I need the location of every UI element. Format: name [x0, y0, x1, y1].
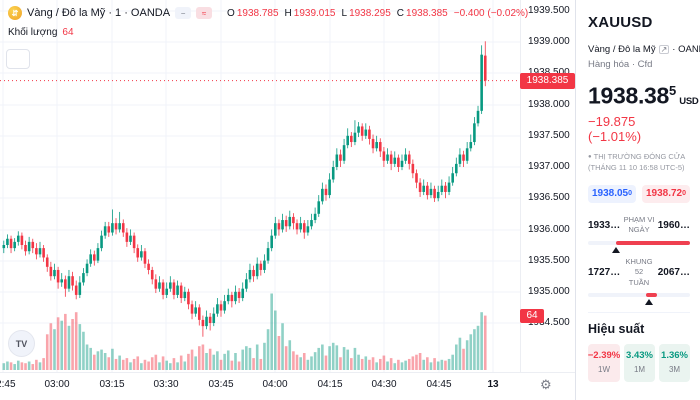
axis-settings-gear-icon[interactable]: ⚙	[540, 377, 552, 392]
open-value: 1938.785	[236, 7, 279, 19]
ask-superscript: 0	[682, 190, 687, 198]
market-status-time: (THÁNG 11 10 16:58 UTC-5)	[588, 163, 685, 173]
status-dot-icon: ●	[588, 153, 592, 160]
legend-collapse-button[interactable]	[6, 49, 30, 69]
price-axis-label: 1934.500	[528, 317, 570, 328]
low-label: L	[341, 7, 348, 19]
time-axis-label: 02:45	[0, 379, 16, 390]
last-volume-badge: 64	[520, 308, 544, 323]
range-low-value: 1727…	[588, 267, 621, 279]
price-currency: USD	[679, 96, 699, 108]
performance-tiles: −2.39% 1W 3.43% 1M 1.36% 3M	[587, 344, 690, 383]
market-status-text: THỊ TRƯỜNG ĐÓNG CỬA	[593, 151, 686, 161]
candlestick-chart[interactable]	[0, 0, 520, 372]
panel-symbol-name[interactable]: Vàng / Đô la Mỹ	[588, 44, 656, 55]
open-label: O	[227, 7, 235, 19]
time-axis-label: 03:15	[99, 379, 125, 390]
volume-study-label[interactable]: Khối lượng	[8, 27, 58, 38]
range-high-value: 2067…	[657, 267, 690, 279]
range-widget: 1933… PHẠM VI NGÀY 1960…	[588, 214, 690, 253]
price-integer: 1938.38	[588, 82, 670, 109]
time-axis-label: 04:15	[317, 379, 343, 390]
bid-button[interactable]: 1938.05 0	[588, 184, 636, 203]
low-value: 1938.295	[349, 7, 391, 19]
bid-superscript: 0	[628, 190, 633, 198]
panel-exchange: · OANDA	[672, 44, 700, 55]
bid-price: 1938.05	[591, 188, 629, 200]
range-track	[588, 293, 690, 306]
panel-price-change: −19.875 (−1.01%)	[588, 113, 642, 144]
performance-value: −2.39%	[587, 350, 621, 362]
range-high-value: 1960…	[657, 219, 690, 231]
range-marker-icon	[645, 299, 654, 306]
high-label: H	[284, 7, 292, 19]
time-axis-label: 13	[487, 379, 499, 390]
hide-indicator-icon[interactable]: −	[175, 7, 192, 19]
time-axis-label: 03:00	[44, 379, 70, 390]
performance-title: Hiệu suất	[588, 322, 645, 337]
high-value: 1939.015	[293, 7, 336, 19]
volume-study-value: 64	[62, 27, 74, 38]
chart-legend: ⇵ Vàng / Đô la Mỹ · 1 · OANDA − ≈ O 1938.…	[8, 6, 528, 38]
range-label: PHẠM VI NGÀY	[623, 214, 655, 235]
time-axis-label: 04:00	[262, 379, 288, 390]
price-axis-label: 1938.000	[528, 99, 570, 110]
performance-period: 1W	[598, 365, 610, 375]
time-axis[interactable]: 02:45 03:00 03:15 03:30 03:45 04:00 04:15 04:30…	[0, 372, 575, 400]
price-axis-label: 1935.500	[528, 255, 570, 266]
price-axis-label: 1938.500	[528, 67, 570, 78]
performance-tile: −2.39% 1W	[587, 344, 621, 383]
external-link-icon[interactable]: ↗	[658, 45, 670, 54]
market-status: ● THỊ TRƯỜNG ĐÓNG CỬA (THÁNG 11 10 16:58 …	[588, 151, 690, 174]
range-marker-icon	[611, 246, 620, 253]
ask-price: 1938.72	[645, 188, 683, 200]
performance-value: 3.43%	[626, 350, 653, 362]
price-axis-label: 1939.000	[528, 36, 570, 47]
time-axis-label: 03:45	[208, 379, 234, 390]
bar-change-value: −0.400 (−0.02%)	[453, 7, 529, 19]
tradingview-logo[interactable]: TV	[8, 330, 35, 357]
price-axis-label: 1937.500	[528, 130, 570, 141]
performance-tile: 1.36% 3M	[659, 344, 690, 383]
last-price-badge: 1938.385	[520, 72, 575, 89]
ohlc-readout: O 1938.785 H 1939.015 L 1938.295 C 1938.385 …	[223, 8, 528, 19]
time-axis-label: 04:30	[371, 379, 397, 390]
performance-period: 3M	[668, 365, 681, 375]
panel-last-price: 1938.385 USD	[588, 82, 699, 109]
symbol-title[interactable]: Vàng / Đô la Mỹ · 1 · OANDA	[27, 7, 171, 19]
close-label: C	[396, 7, 405, 19]
panel-symbol-ticker: XAUUSD	[588, 14, 653, 31]
symbol-detail-panel: XAUUSD Vàng / Đô la Mỹ ↗ · OANDA Hàng hó…	[575, 0, 700, 400]
price-axis-label: 1939.500	[528, 5, 570, 16]
price-axis-label: 1937.000	[528, 161, 570, 172]
performance-tile: 3.43% 1M	[624, 344, 655, 383]
performance-value: 1.36%	[661, 350, 688, 362]
gold-symbol-icon: ⇵	[8, 6, 22, 20]
ask-button[interactable]: 1938.72 0	[642, 184, 690, 203]
market-closed-icon[interactable]: ≈	[196, 7, 213, 19]
range-low-value: 1933…	[588, 219, 621, 231]
price-axis-label: 1936.500	[528, 192, 570, 203]
panel-divider	[588, 312, 690, 314]
chart-pane[interactable]: ⇵ Vàng / Đô la Mỹ · 1 · OANDA − ≈ O 1938.…	[0, 0, 575, 400]
range-label: KHUNG 52 TUẦN	[625, 256, 653, 287]
performance-period: 1M	[633, 365, 646, 375]
range-widget: 1727… KHUNG 52 TUẦN 2067…	[588, 256, 690, 306]
range-track	[588, 240, 690, 253]
price-axis-label: 1936.000	[528, 224, 570, 235]
panel-market-type: Hàng hóa · Cfd	[588, 59, 653, 70]
price-superscript: 5	[669, 83, 677, 98]
time-axis-label: 04:45	[426, 379, 452, 390]
price-axis-label: 1935.000	[528, 286, 570, 297]
time-axis-label: 03:30	[153, 379, 179, 390]
close-value: 1938.385	[406, 7, 448, 19]
